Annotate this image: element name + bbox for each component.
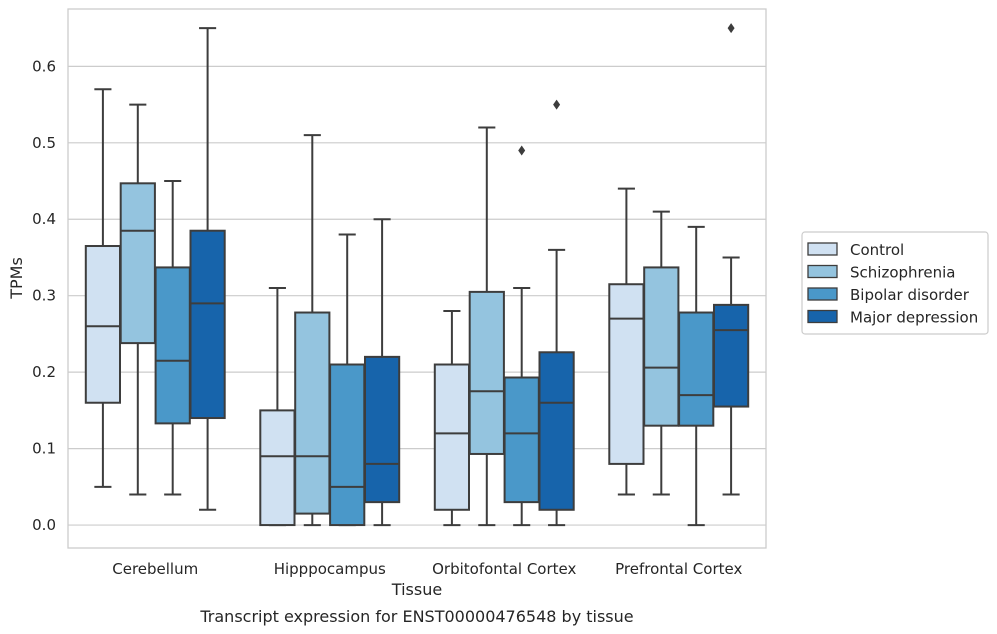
box-body [189, 229, 226, 420]
legend-label: Major depression [850, 309, 978, 327]
box-body [503, 376, 540, 504]
box-body [538, 351, 575, 511]
box-body [154, 266, 191, 425]
box-body [608, 283, 645, 465]
plot-frame [67, 8, 767, 549]
legend-frame [801, 231, 989, 335]
y-tick-label: 0.2 [32, 363, 56, 381]
box-4-3 [678, 225, 715, 527]
box-body [643, 266, 680, 427]
outlier-point [553, 99, 561, 110]
box-body [433, 363, 471, 511]
y-tick-label: 0.3 [32, 287, 56, 305]
y-axis-label: TPMs [7, 257, 26, 300]
y-tick-label: 0.4 [32, 210, 56, 228]
box-3-1 [433, 309, 471, 527]
x-tick-label: Prefrontal Cortex [615, 560, 742, 578]
y-tick-label: 0.0 [32, 516, 56, 534]
y-tick-label: 0.5 [32, 134, 56, 152]
legend-swatch [807, 287, 838, 301]
box-body [712, 303, 750, 408]
legend-label: Control [850, 241, 904, 259]
box-body [84, 245, 122, 404]
legend: Control Schizophrenia Bipolar disorder Majo… [801, 231, 989, 335]
y-tick-label: 0.1 [32, 440, 56, 458]
box-3-4 [538, 99, 575, 527]
box-4-1 [608, 187, 645, 496]
legend-swatch [807, 242, 838, 256]
boxes-layer [84, 23, 750, 527]
box-1-2 [119, 103, 156, 496]
box-body [468, 290, 505, 455]
box-2-3 [329, 233, 366, 527]
box-body [363, 355, 401, 504]
x-tick-label: Hipppocampus [274, 560, 386, 578]
box-body [294, 311, 331, 515]
x-tick-label: Orbitofontal Cortex [432, 560, 576, 578]
y-tick-label: 0.6 [32, 57, 56, 75]
box-2-4 [363, 218, 401, 527]
box-body [259, 409, 296, 527]
y-tick-labels: 0.0 0.1 0.2 0.3 0.4 0.5 0.6 [32, 57, 56, 534]
box-4-2 [643, 210, 680, 496]
box-4-4 [712, 23, 750, 496]
x-axis-label: Tissue [391, 580, 442, 599]
box-body [329, 363, 366, 527]
box-1-4 [189, 27, 226, 511]
x-tick-labels: Cerebellum Hipppocampus Orbitofontal Corte… [112, 560, 742, 578]
box-1-1 [84, 88, 122, 488]
legend-label: Schizophrenia [850, 264, 955, 282]
chart-caption: Transcript expression for ENST0000047654… [199, 607, 633, 626]
outlier-point [727, 23, 735, 34]
box-2-2 [294, 134, 331, 527]
x-tick-label: Cerebellum [112, 560, 198, 578]
box-3-3 [503, 145, 540, 527]
legend-label: Bipolar disorder [850, 286, 970, 304]
outlier-point [518, 145, 526, 156]
box-body [678, 311, 715, 427]
box-1-3 [154, 180, 191, 496]
box-3-2 [468, 126, 505, 527]
legend-swatch [807, 309, 838, 324]
legend-swatch [807, 264, 838, 279]
box-body [119, 182, 156, 345]
box-2-1 [259, 287, 296, 527]
